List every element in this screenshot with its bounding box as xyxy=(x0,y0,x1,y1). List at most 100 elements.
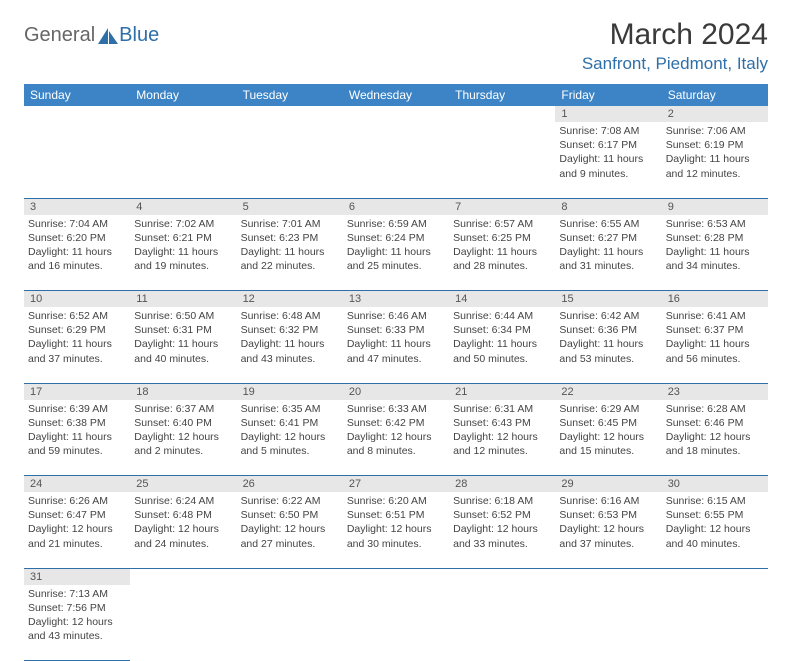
day-details: Sunrise: 6:50 AMSunset: 6:31 PMDaylight:… xyxy=(134,309,232,366)
day-number xyxy=(237,568,343,585)
day-cell xyxy=(130,122,236,198)
day-details: Sunrise: 6:59 AMSunset: 6:24 PMDaylight:… xyxy=(347,217,445,274)
day-cell: Sunrise: 6:28 AMSunset: 6:46 PMDaylight:… xyxy=(662,400,768,476)
day-details: Sunrise: 6:18 AMSunset: 6:52 PMDaylight:… xyxy=(453,494,551,551)
daynum-row: 31 xyxy=(24,568,768,585)
sail-icon xyxy=(97,27,119,45)
day-number xyxy=(449,568,555,585)
day-cell: Sunrise: 6:20 AMSunset: 6:51 PMDaylight:… xyxy=(343,492,449,568)
day-cell: Sunrise: 6:46 AMSunset: 6:33 PMDaylight:… xyxy=(343,307,449,383)
weekday-header: Saturday xyxy=(662,84,768,106)
day-details: Sunrise: 6:41 AMSunset: 6:37 PMDaylight:… xyxy=(666,309,764,366)
day-cell: Sunrise: 6:24 AMSunset: 6:48 PMDaylight:… xyxy=(130,492,236,568)
day-number: 30 xyxy=(662,476,768,493)
day-cell: Sunrise: 7:08 AMSunset: 6:17 PMDaylight:… xyxy=(555,122,661,198)
day-number: 26 xyxy=(237,476,343,493)
day-cell: Sunrise: 7:13 AMSunset: 7:56 PMDaylight:… xyxy=(24,585,130,661)
day-cell: Sunrise: 6:42 AMSunset: 6:36 PMDaylight:… xyxy=(555,307,661,383)
day-details: Sunrise: 6:16 AMSunset: 6:53 PMDaylight:… xyxy=(559,494,657,551)
day-number: 6 xyxy=(343,198,449,215)
day-number xyxy=(24,106,130,122)
weekday-header: Friday xyxy=(555,84,661,106)
day-number: 19 xyxy=(237,383,343,400)
day-number: 5 xyxy=(237,198,343,215)
day-cell: Sunrise: 6:39 AMSunset: 6:38 PMDaylight:… xyxy=(24,400,130,476)
day-details: Sunrise: 6:33 AMSunset: 6:42 PMDaylight:… xyxy=(347,402,445,459)
day-details: Sunrise: 6:24 AMSunset: 6:48 PMDaylight:… xyxy=(134,494,232,551)
day-cell xyxy=(662,585,768,661)
day-cell: Sunrise: 6:15 AMSunset: 6:55 PMDaylight:… xyxy=(662,492,768,568)
day-details: Sunrise: 6:26 AMSunset: 6:47 PMDaylight:… xyxy=(28,494,126,551)
day-details: Sunrise: 6:53 AMSunset: 6:28 PMDaylight:… xyxy=(666,217,764,274)
day-number: 7 xyxy=(449,198,555,215)
weekday-header: Wednesday xyxy=(343,84,449,106)
weekday-header: Monday xyxy=(130,84,236,106)
day-number: 1 xyxy=(555,106,661,122)
location: Sanfront, Piedmont, Italy xyxy=(582,54,768,74)
day-number xyxy=(449,106,555,122)
day-cell: Sunrise: 6:35 AMSunset: 6:41 PMDaylight:… xyxy=(237,400,343,476)
weekday-header: Thursday xyxy=(449,84,555,106)
day-cell: Sunrise: 6:44 AMSunset: 6:34 PMDaylight:… xyxy=(449,307,555,383)
day-number: 22 xyxy=(555,383,661,400)
day-details: Sunrise: 7:04 AMSunset: 6:20 PMDaylight:… xyxy=(28,217,126,274)
day-number xyxy=(130,568,236,585)
daynum-row: 24252627282930 xyxy=(24,476,768,493)
day-cell: Sunrise: 6:59 AMSunset: 6:24 PMDaylight:… xyxy=(343,215,449,291)
day-details: Sunrise: 6:29 AMSunset: 6:45 PMDaylight:… xyxy=(559,402,657,459)
day-cell: Sunrise: 6:37 AMSunset: 6:40 PMDaylight:… xyxy=(130,400,236,476)
page-title: March 2024 xyxy=(582,18,768,52)
week-row: Sunrise: 7:13 AMSunset: 7:56 PMDaylight:… xyxy=(24,585,768,661)
day-number: 11 xyxy=(130,291,236,308)
day-details: Sunrise: 6:35 AMSunset: 6:41 PMDaylight:… xyxy=(241,402,339,459)
day-number: 10 xyxy=(24,291,130,308)
day-number xyxy=(343,106,449,122)
day-cell: Sunrise: 7:01 AMSunset: 6:23 PMDaylight:… xyxy=(237,215,343,291)
day-details: Sunrise: 6:15 AMSunset: 6:55 PMDaylight:… xyxy=(666,494,764,551)
logo-general: General xyxy=(24,24,95,47)
day-cell: Sunrise: 6:41 AMSunset: 6:37 PMDaylight:… xyxy=(662,307,768,383)
day-details: Sunrise: 6:57 AMSunset: 6:25 PMDaylight:… xyxy=(453,217,551,274)
day-cell: Sunrise: 6:33 AMSunset: 6:42 PMDaylight:… xyxy=(343,400,449,476)
day-cell: Sunrise: 6:50 AMSunset: 6:31 PMDaylight:… xyxy=(130,307,236,383)
day-cell: Sunrise: 7:02 AMSunset: 6:21 PMDaylight:… xyxy=(130,215,236,291)
day-cell xyxy=(343,585,449,661)
day-details: Sunrise: 6:46 AMSunset: 6:33 PMDaylight:… xyxy=(347,309,445,366)
day-number: 3 xyxy=(24,198,130,215)
week-row: Sunrise: 6:52 AMSunset: 6:29 PMDaylight:… xyxy=(24,307,768,383)
day-number: 12 xyxy=(237,291,343,308)
day-number: 15 xyxy=(555,291,661,308)
title-block: March 2024 Sanfront, Piedmont, Italy xyxy=(582,18,768,74)
calendar-table: SundayMondayTuesdayWednesdayThursdayFrid… xyxy=(24,84,768,661)
day-cell xyxy=(237,585,343,661)
day-cell xyxy=(130,585,236,661)
day-number xyxy=(343,568,449,585)
day-details: Sunrise: 6:42 AMSunset: 6:36 PMDaylight:… xyxy=(559,309,657,366)
day-cell: Sunrise: 6:52 AMSunset: 6:29 PMDaylight:… xyxy=(24,307,130,383)
logo-blue: Blue xyxy=(119,24,159,47)
day-details: Sunrise: 6:28 AMSunset: 6:46 PMDaylight:… xyxy=(666,402,764,459)
day-details: Sunrise: 6:22 AMSunset: 6:50 PMDaylight:… xyxy=(241,494,339,551)
day-number: 18 xyxy=(130,383,236,400)
day-number: 13 xyxy=(343,291,449,308)
weekday-header-row: SundayMondayTuesdayWednesdayThursdayFrid… xyxy=(24,84,768,106)
day-number: 17 xyxy=(24,383,130,400)
day-cell xyxy=(449,585,555,661)
day-number: 16 xyxy=(662,291,768,308)
week-row: Sunrise: 7:08 AMSunset: 6:17 PMDaylight:… xyxy=(24,122,768,198)
day-cell: Sunrise: 6:57 AMSunset: 6:25 PMDaylight:… xyxy=(449,215,555,291)
day-number xyxy=(555,568,661,585)
day-cell: Sunrise: 6:29 AMSunset: 6:45 PMDaylight:… xyxy=(555,400,661,476)
day-number: 27 xyxy=(343,476,449,493)
daynum-row: 12 xyxy=(24,106,768,122)
day-details: Sunrise: 6:55 AMSunset: 6:27 PMDaylight:… xyxy=(559,217,657,274)
day-cell: Sunrise: 6:48 AMSunset: 6:32 PMDaylight:… xyxy=(237,307,343,383)
day-details: Sunrise: 6:39 AMSunset: 6:38 PMDaylight:… xyxy=(28,402,126,459)
day-cell xyxy=(343,122,449,198)
day-cell: Sunrise: 6:22 AMSunset: 6:50 PMDaylight:… xyxy=(237,492,343,568)
day-number: 8 xyxy=(555,198,661,215)
day-number: 29 xyxy=(555,476,661,493)
day-number: 25 xyxy=(130,476,236,493)
day-details: Sunrise: 6:48 AMSunset: 6:32 PMDaylight:… xyxy=(241,309,339,366)
day-cell xyxy=(449,122,555,198)
